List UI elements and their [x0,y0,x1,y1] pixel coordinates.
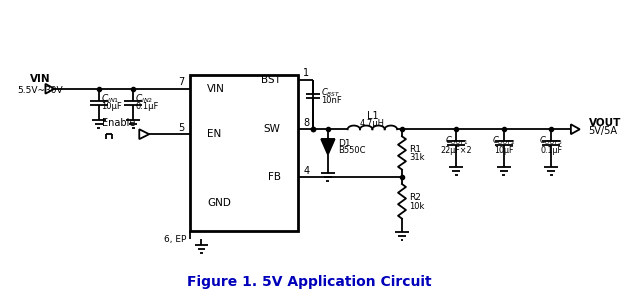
Text: 5V/5A: 5V/5A [588,126,618,136]
Text: R1: R1 [409,145,421,154]
Text: 5: 5 [178,123,185,133]
Text: 1: 1 [303,68,309,78]
Text: $C_{IN2}$: $C_{IN2}$ [135,93,153,105]
Text: L1: L1 [367,111,378,122]
Text: B550C: B550C [338,146,366,155]
Text: 10µF: 10µF [101,102,121,111]
Text: SW: SW [264,124,280,134]
Text: 8: 8 [303,118,309,128]
Text: R2: R2 [409,193,421,202]
Text: $C_{BST}$: $C_{BST}$ [321,86,341,99]
Polygon shape [321,139,335,155]
Text: 22µF×2: 22µF×2 [441,146,472,155]
Text: D1: D1 [338,139,351,148]
Text: 10µF: 10µF [494,146,513,155]
Text: 0.1µF: 0.1µF [540,146,562,155]
Text: Figure 1. 5V Application Circuit: Figure 1. 5V Application Circuit [187,275,431,289]
Text: 6, EP: 6, EP [164,235,187,244]
Text: 10k: 10k [409,202,424,211]
Text: EN: EN [207,129,222,139]
Text: GND: GND [207,198,231,208]
Text: 31k: 31k [409,153,424,162]
Text: Enable: Enable [102,118,135,128]
Bar [190,75,298,231]
Text: BST: BST [260,75,280,85]
Text: VIN: VIN [30,74,51,84]
Text: $C_{OUT1}$: $C_{OUT1}$ [444,134,468,147]
Text: VOUT: VOUT [588,118,621,128]
Text: FB: FB [267,172,280,182]
Text: 10nF: 10nF [321,96,342,105]
Text: $C_{OUT2}$: $C_{OUT2}$ [492,134,515,147]
Text: VIN: VIN [207,84,225,94]
Text: 0.1µF: 0.1µF [135,102,158,111]
Text: 5.5V~30V: 5.5V~30V [18,86,63,95]
Text: 7: 7 [178,77,185,87]
Text: $C_{IN1}$: $C_{IN1}$ [101,93,119,105]
Text: 4: 4 [303,166,309,176]
Text: 4.7µH: 4.7µH [360,119,385,128]
Text: $C_{OUT3}$: $C_{OUT3}$ [540,134,563,147]
